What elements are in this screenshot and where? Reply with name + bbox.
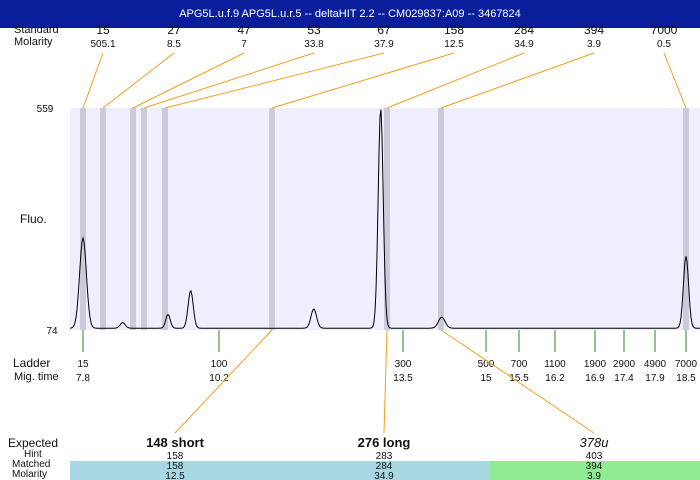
standard-band [100, 108, 106, 330]
molarity-value: 12.5 [165, 471, 185, 480]
ladder-time-label: 15.5 [509, 373, 529, 384]
standard-size-label: 53 [307, 23, 321, 37]
standard-band [130, 108, 136, 330]
ladder-size-label: 15 [77, 359, 89, 370]
standard-size-label: 15 [96, 23, 110, 37]
ladder-size-label: 4900 [644, 359, 667, 370]
ladder-time-label: 15 [480, 373, 492, 384]
ladder-time-label: 16.2 [545, 373, 565, 384]
ladder-time-label: 7.8 [76, 373, 90, 384]
hint-value: 283 [376, 451, 393, 462]
hint-row-label: Hint [24, 449, 42, 460]
standard-size-label: 7000 [651, 23, 678, 37]
ladder-size-label: 1100 [544, 359, 566, 370]
ladder-time-label: 16.9 [585, 373, 605, 384]
standard-band [141, 108, 147, 330]
standard-molarity-label: 505.1 [90, 39, 115, 50]
standard-molarity-label: 34.9 [514, 39, 534, 50]
standard-size-label: 67 [377, 23, 391, 37]
molarity-row-label: Molarity [14, 36, 53, 48]
standard-band [384, 108, 390, 330]
standard-connector [164, 52, 385, 109]
matched-bar-blue [70, 461, 490, 480]
standard-size-label: 47 [237, 23, 251, 37]
standard-molarity-label: 3.9 [587, 39, 601, 50]
ladder-size-label: 300 [395, 359, 412, 370]
standard-row-label: Standard [14, 24, 59, 36]
window-title: APG5L.u.f.9 APG5L.u.r.5 -- deltaHIT 2.2 … [0, 0, 700, 28]
ladder-size-label: 2900 [613, 359, 636, 370]
y-top-label: 559 [37, 104, 54, 115]
fluorescence-trace [69, 109, 700, 329]
ladder-size-label: 500 [478, 359, 495, 370]
standard-connector [102, 52, 175, 109]
expected-label: 378u [580, 435, 609, 450]
y-bottom-label: 74 [46, 326, 58, 337]
standard-molarity-label: 33.8 [304, 39, 324, 50]
standard-molarity-label: 0.5 [657, 39, 671, 50]
standard-connector [663, 52, 687, 109]
standard-connector [386, 52, 525, 109]
matched-row-label: Matched [12, 459, 51, 470]
ladder-time-label: 13.5 [393, 373, 413, 384]
matched-bar-green [490, 461, 700, 480]
standard-molarity-label: 12.5 [444, 39, 464, 50]
standard-molarity-label: 7 [241, 39, 247, 50]
ladder-size-label: 100 [211, 359, 228, 370]
expected-row-label: Expected [8, 436, 59, 450]
standard-size-label: 284 [514, 23, 534, 37]
ladder-time-label: 17.9 [645, 373, 665, 384]
hint-value: 403 [586, 451, 603, 462]
standard-connector [271, 52, 455, 109]
standard-size-label: 394 [584, 23, 604, 37]
standard-connector [82, 52, 104, 109]
expected-connector [440, 329, 595, 434]
ladder-time-label: 17.4 [614, 373, 634, 384]
molarity-value: 3.9 [587, 471, 601, 480]
standard-band [80, 108, 86, 330]
mig-time-row-label: Mig. time [14, 371, 59, 383]
expected-label: 276 long [358, 435, 411, 450]
standard-connector [143, 52, 315, 109]
standard-connector [132, 52, 245, 109]
molarity-bottom-row-label: Molarity [12, 469, 48, 480]
standard-size-label: 158 [444, 23, 464, 37]
hint-value: 158 [167, 451, 184, 462]
standard-band [683, 108, 689, 330]
standard-band [162, 108, 168, 330]
standard-molarity-label: 8.5 [167, 39, 181, 50]
ladder-time-label: 10.2 [209, 373, 229, 384]
ladder-time-label: 18.5 [676, 373, 696, 384]
expected-connector [383, 329, 388, 434]
expected-label: 148 short [146, 435, 204, 450]
standard-band [269, 108, 275, 330]
standard-molarity-label: 37.9 [374, 39, 394, 50]
matched-value: 158 [167, 461, 184, 472]
matched-value: 284 [376, 461, 393, 472]
standard-size-label: 27 [167, 23, 181, 37]
ladder-size-label: 1900 [584, 359, 607, 370]
ladder-row-label: Ladder [13, 356, 51, 370]
expected-connector [174, 329, 273, 434]
molarity-value: 34.9 [374, 471, 394, 480]
ladder-size-label: 700 [511, 359, 528, 370]
matched-value: 394 [586, 461, 603, 472]
ladder-size-label: 7000 [675, 359, 698, 370]
standard-connector [440, 52, 595, 109]
standard-band [438, 108, 444, 330]
fluo-axis-label: Fluo. [20, 212, 47, 226]
